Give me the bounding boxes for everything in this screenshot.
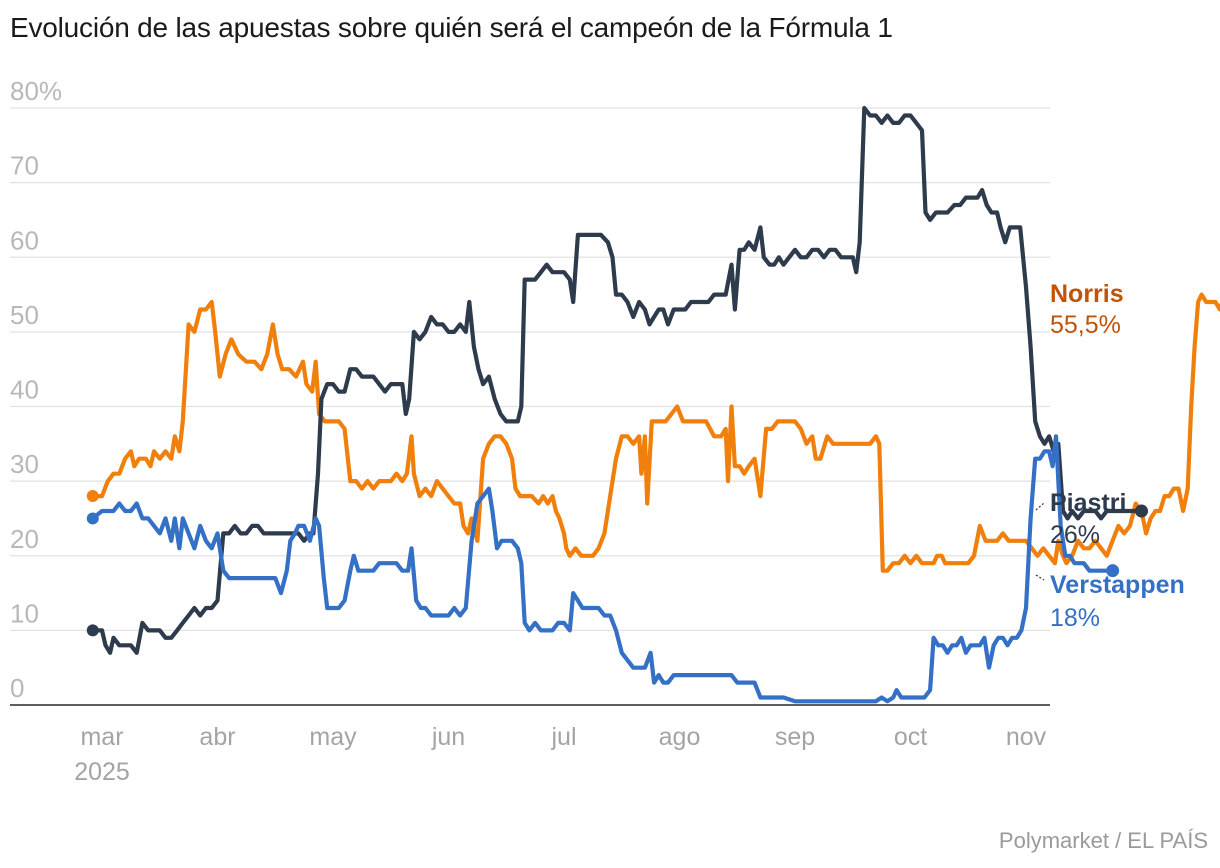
grid: [10, 107, 1050, 631]
series-start-dot-norris: [86, 490, 99, 503]
y-tick-label: 0: [10, 673, 24, 703]
series-end-dot-verstappen: [1106, 564, 1120, 578]
x-tick-label: jul: [550, 723, 576, 751]
series-line-norris: [90, 292, 1220, 573]
x-tick-label: abr: [199, 723, 235, 751]
y-tick-label: 60: [10, 225, 39, 255]
series-labels: Norris 55,5% Piastri 26% Verstappen 18%: [1035, 280, 1185, 632]
y-tick-label: 40: [10, 375, 39, 405]
y-tick-label: 80%: [10, 76, 62, 106]
series-label-norris: Norris: [1050, 280, 1124, 308]
series: [86, 105, 1220, 704]
y-tick-label: 70: [10, 151, 39, 181]
x-tick-label: nov: [1006, 723, 1047, 751]
series-start-dot-piastri: [86, 624, 99, 637]
y-tick-label: 30: [10, 449, 39, 479]
series-label-verstappen: Verstappen: [1050, 571, 1185, 599]
x-tick-sublabel: 2025: [74, 758, 130, 786]
chart-title: Evolución de las apuestas sobre quién se…: [10, 12, 893, 43]
series-start-dot-verstappen: [86, 512, 99, 525]
series-value-piastri: 26%: [1050, 521, 1100, 549]
series-value-norris: 55,5%: [1050, 311, 1121, 339]
x-tick-label: mar: [80, 723, 123, 751]
x-tick-label: may: [309, 723, 357, 751]
y-tick-label: 50: [10, 300, 39, 330]
series-line-verstappen: [90, 434, 1115, 704]
x-axis: mar 2025 abr may jun jul ago sep oct nov: [10, 704, 1050, 786]
series-value-verstappen: 18%: [1050, 604, 1100, 632]
x-tick-label: oct: [894, 723, 927, 751]
series-end-dot-piastri: [1135, 504, 1148, 518]
series-line-piastri: [90, 105, 1144, 655]
y-tick-label: 10: [10, 598, 39, 628]
label-leader-piastri: [1035, 502, 1045, 511]
x-tick-label: ago: [659, 723, 701, 751]
x-tick-label: sep: [775, 723, 815, 751]
x-tick-label: jun: [431, 723, 465, 751]
series-label-piastri: Piastri: [1050, 489, 1126, 517]
label-leader-verstappen: [1035, 574, 1045, 581]
chart-source: Polymarket / EL PAÍS: [998, 828, 1208, 853]
y-axis: 0 10 20 30 40 50 60 70 80%: [10, 76, 62, 703]
y-tick-label: 20: [10, 524, 39, 554]
